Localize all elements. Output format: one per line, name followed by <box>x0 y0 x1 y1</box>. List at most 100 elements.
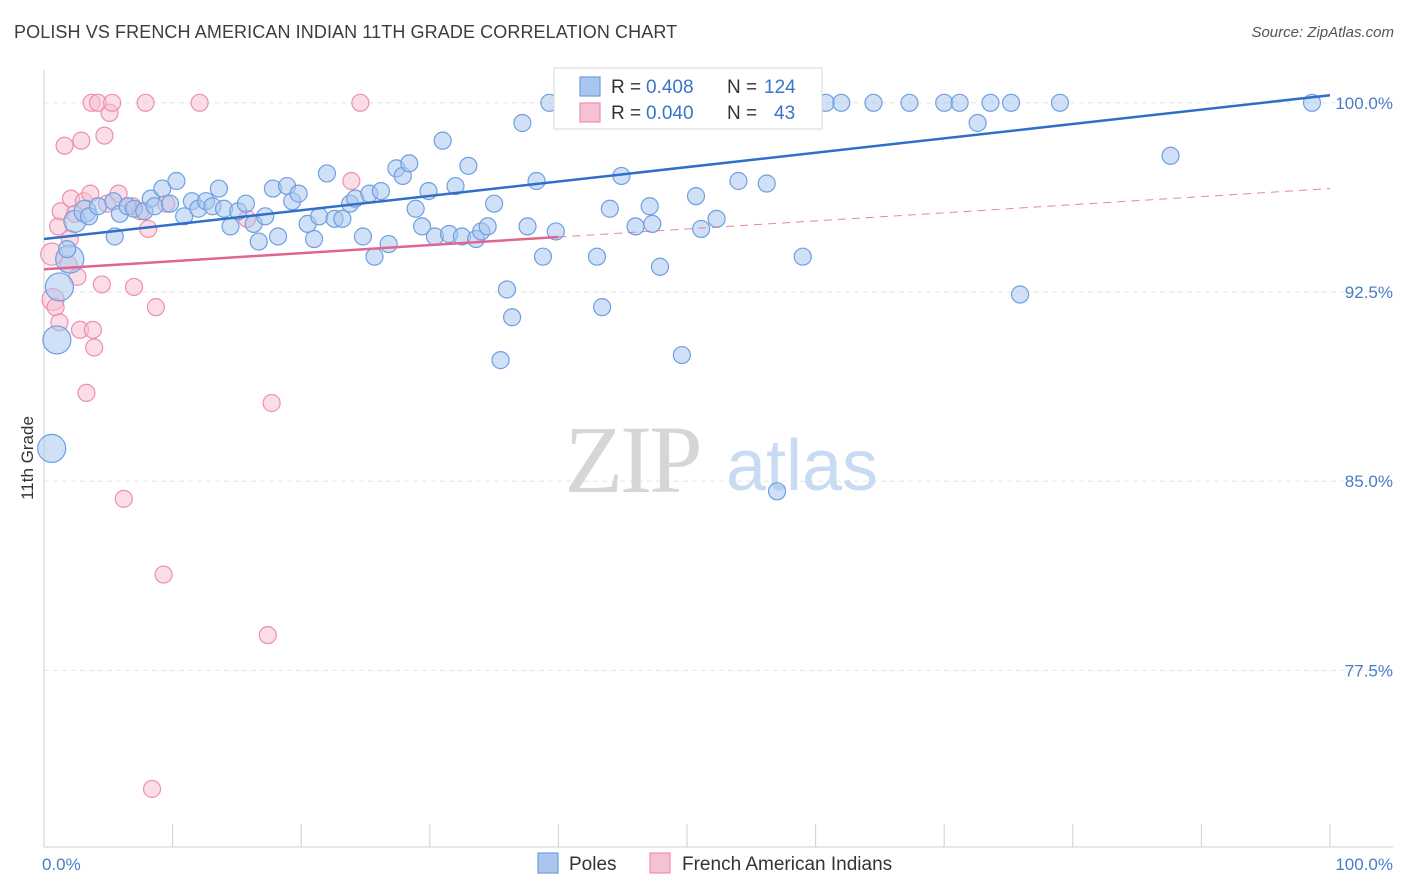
bottom-legend: Poles French American Indians <box>537 852 892 875</box>
poles-point <box>58 240 77 259</box>
french-point <box>154 565 173 584</box>
y-tick-label: 85.0% <box>1345 472 1393 491</box>
legend-r-label-french: R = <box>611 103 641 124</box>
poles-point <box>160 194 180 213</box>
poles-point <box>757 174 776 193</box>
bottom-legend-swatch-french <box>649 852 671 874</box>
poles-point <box>478 217 497 236</box>
chart-title: POLISH VS FRENCH AMERICAN INDIAN 11TH GR… <box>14 22 678 42</box>
french-point <box>95 126 114 145</box>
poles-point <box>304 229 324 249</box>
watermark-atlas: atlas <box>726 426 878 506</box>
poles-point <box>153 179 172 198</box>
legend-r-value-poles: 0.408 <box>646 77 694 98</box>
poles-point <box>518 217 537 236</box>
legend-n-label-poles: N = <box>727 77 757 98</box>
bottom-legend-label-french: French American Indians <box>682 854 892 875</box>
poles-point <box>379 234 398 254</box>
poles-point <box>249 232 268 251</box>
poles-point <box>317 164 337 183</box>
legend-n-value-poles: 124 <box>764 77 796 98</box>
y-axis-title: 11th Grade <box>18 416 37 500</box>
poles-point <box>707 209 726 228</box>
poles-point <box>209 179 228 198</box>
poles-point <box>42 325 72 355</box>
poles-point <box>44 272 75 302</box>
poles-point <box>832 93 851 112</box>
chart-source: Source: ZipAtlas.com <box>1251 24 1394 41</box>
french-point <box>124 277 144 297</box>
french-point <box>85 338 104 357</box>
poles-point <box>491 351 510 370</box>
poles-point <box>672 345 691 365</box>
french-point <box>262 393 281 413</box>
poles-point <box>640 197 659 216</box>
poles-point <box>333 209 352 228</box>
poles-point <box>433 131 452 150</box>
y-tick-label: 92.5% <box>1345 283 1393 302</box>
poles-point <box>167 171 186 191</box>
poles-point <box>310 207 329 226</box>
legend: R = 0.408 N = 124 R = 0.040 N = 43 <box>553 67 823 130</box>
poles-point <box>175 207 194 226</box>
french-point <box>92 275 111 294</box>
poles-point <box>256 207 275 226</box>
poles-point <box>268 227 288 246</box>
poles-point <box>497 280 517 299</box>
french-trend-line-dashed <box>558 188 1331 238</box>
french-point <box>114 489 133 508</box>
poles-point <box>1010 285 1030 304</box>
poles-point <box>221 217 240 236</box>
poles-point <box>400 154 419 173</box>
french-point <box>55 136 74 155</box>
french-point <box>351 93 370 112</box>
y-tick-label: 77.5% <box>1345 661 1393 680</box>
poles-point <box>485 194 504 213</box>
poles-point <box>503 308 522 327</box>
poles-point <box>459 156 478 175</box>
watermark: ZIP atlas <box>565 406 879 513</box>
legend-n-label-french: N = <box>727 103 757 124</box>
poles-point <box>767 482 787 501</box>
bottom-legend-swatch-poles <box>537 852 559 874</box>
french-point <box>103 93 122 112</box>
y-tick-label: 100.0% <box>1335 94 1393 113</box>
french-point <box>83 320 102 339</box>
poles-point <box>864 93 883 112</box>
poles-point <box>793 247 812 266</box>
french-point <box>136 93 155 112</box>
poles-point <box>533 247 553 266</box>
french-point <box>77 383 96 403</box>
french-trend-line-solid <box>43 235 559 271</box>
poles-point <box>935 93 954 112</box>
poles-point <box>37 433 67 464</box>
legend-swatch-poles <box>579 76 601 97</box>
poles-point <box>527 171 546 191</box>
french-point <box>190 93 209 112</box>
french-point <box>142 779 162 799</box>
legend-n-value-french: 43 <box>774 103 795 124</box>
poles-trend-line <box>43 93 1331 241</box>
y-tick-labels: 100.0% 92.5% 85.0% 77.5% <box>1335 94 1393 681</box>
poles-point <box>643 214 662 233</box>
poles-point <box>406 199 425 218</box>
poles-point <box>600 199 619 218</box>
legend-r-value-french: 0.040 <box>646 103 694 124</box>
grid <box>44 102 1393 671</box>
poles-point <box>686 187 706 206</box>
poles-point <box>981 93 1000 112</box>
french-point <box>342 171 361 191</box>
poles-point <box>1050 93 1070 112</box>
poles-point <box>289 184 308 203</box>
french-point <box>258 625 277 645</box>
poles-point <box>593 298 612 317</box>
poles-point <box>587 247 607 266</box>
poles-point <box>1161 146 1180 165</box>
poles-point <box>88 197 108 216</box>
x-tick-label-min: 0.0% <box>42 855 81 874</box>
poles-point <box>371 181 391 201</box>
poles-point <box>353 227 373 246</box>
poles-point <box>692 219 711 239</box>
x-tick-label-max: 100.0% <box>1335 855 1393 874</box>
